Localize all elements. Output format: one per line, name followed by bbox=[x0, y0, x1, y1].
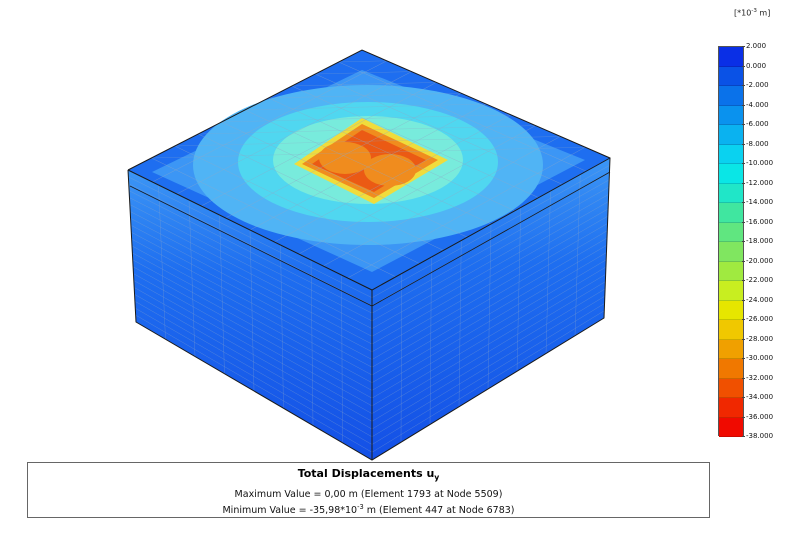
legend-band bbox=[719, 320, 743, 340]
legend-tick-label: -26.000 bbox=[741, 315, 774, 323]
model-left-face bbox=[128, 170, 372, 460]
legend-tick-label: -10.000 bbox=[741, 159, 774, 167]
legend-band bbox=[719, 144, 743, 164]
legend-band bbox=[719, 47, 743, 67]
result-info-box: Total Displacements uy Maximum Value = 0… bbox=[27, 462, 710, 518]
result-title: Total Displacements uy bbox=[297, 467, 440, 483]
legend-band bbox=[719, 261, 743, 281]
legend-tick-label: -6.000 bbox=[742, 120, 769, 128]
top-contours bbox=[152, 70, 585, 272]
legend-band bbox=[719, 86, 743, 106]
legend-tick-labels: 2.000 0.000 -2.000 -4.000 -6.000 -8.000 -10.00… bbox=[741, 0, 792, 534]
legend-band bbox=[719, 359, 743, 379]
legend-band bbox=[719, 203, 743, 223]
legend-tick-label: -34.000 bbox=[741, 393, 774, 401]
legend-band bbox=[719, 125, 743, 145]
color-legend bbox=[718, 46, 744, 437]
footing-left bbox=[319, 142, 371, 174]
legend-band bbox=[719, 222, 743, 242]
legend-tick-label: -24.000 bbox=[741, 295, 774, 304]
legend-tick-label: -36.000 bbox=[741, 412, 774, 421]
legend-band bbox=[719, 242, 743, 262]
legend-band bbox=[719, 105, 743, 125]
legend-unit-label: [*10-3 m] bbox=[734, 8, 771, 18]
legend-band bbox=[719, 339, 743, 359]
model-right-face bbox=[372, 158, 610, 460]
model-outline bbox=[127, 49, 611, 461]
maximum-value: Maximum Value = 0,00 m (Element 1793 at … bbox=[234, 489, 503, 500]
legend-tick-label: -22.000 bbox=[741, 276, 774, 284]
legend-tick-label: -16.000 bbox=[741, 217, 774, 226]
legend-band bbox=[719, 183, 743, 203]
legend-tick-label: -12.000 bbox=[741, 178, 774, 187]
legend-band bbox=[719, 398, 743, 418]
legend-tick-label: -20.000 bbox=[741, 256, 774, 265]
legend-band bbox=[719, 417, 743, 437]
legend-tick-label: -30.000 bbox=[741, 354, 774, 362]
legend-band bbox=[719, 378, 743, 398]
legend-band bbox=[719, 281, 743, 301]
legend-tick-label: -18.000 bbox=[741, 237, 774, 245]
legend-tick-label: 0.000 bbox=[741, 61, 767, 70]
legend-tick-label: 2.000 bbox=[741, 42, 767, 50]
legend-tick-label: -28.000 bbox=[741, 334, 774, 343]
legend-tick-label: -4.000 bbox=[742, 100, 769, 109]
model-top-edge bbox=[127, 157, 611, 291]
legend-band bbox=[719, 300, 743, 320]
legend-band bbox=[719, 164, 743, 184]
legend-band bbox=[719, 66, 743, 86]
legend-tick-label: -8.000 bbox=[742, 139, 769, 148]
minimum-value: Minimum Value = -35,98*10-3 m (Element 4… bbox=[222, 503, 515, 517]
legend-tick-label: -32.000 bbox=[741, 373, 774, 382]
top-mesh-lines bbox=[151, 60, 587, 279]
legend-tick-label: -2.000 bbox=[742, 81, 769, 89]
legend-tick-label: -14.000 bbox=[741, 198, 774, 206]
model-layer-edge bbox=[129, 171, 611, 307]
legend-tick-label: -38.000 bbox=[741, 432, 774, 440]
